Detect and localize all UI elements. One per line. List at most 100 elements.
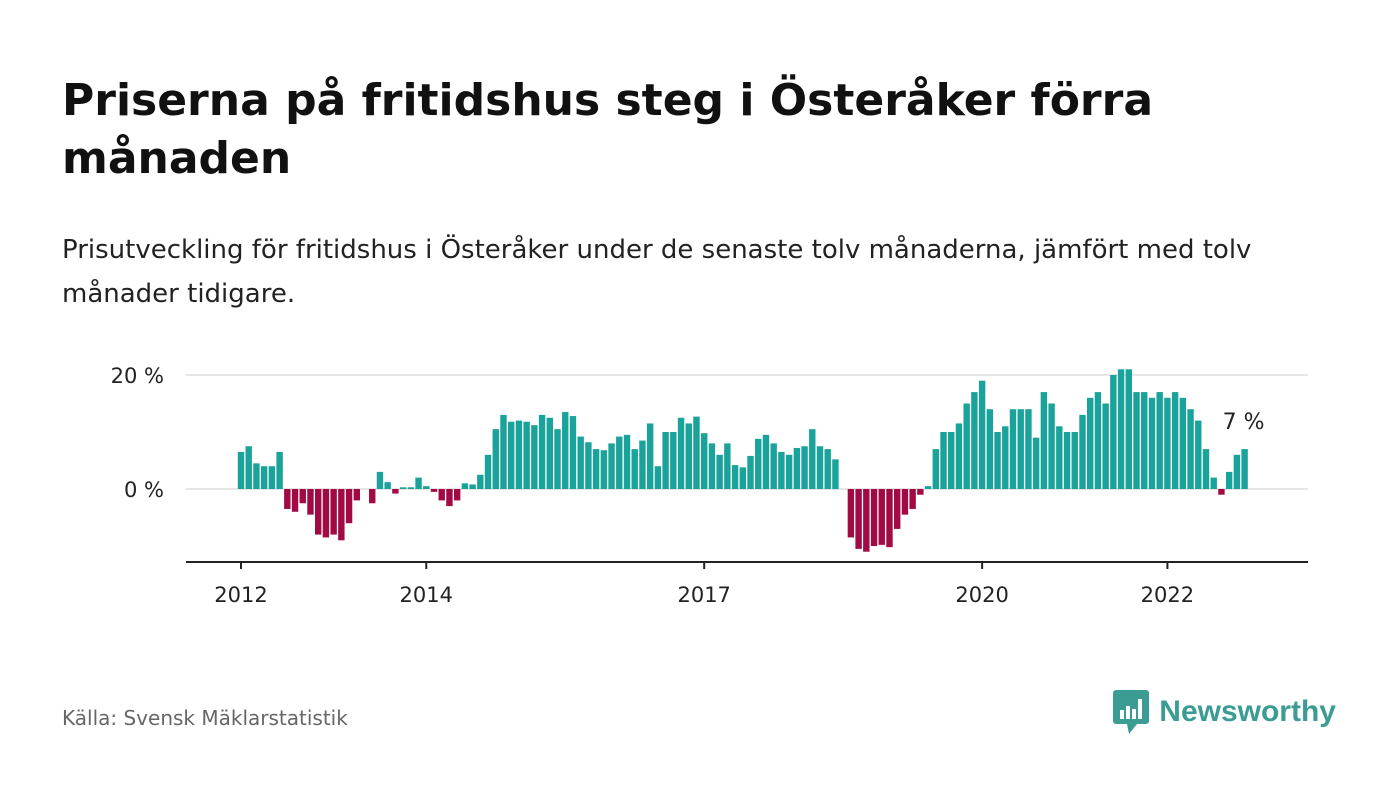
- brand-logo: Newsworthy: [1113, 690, 1336, 734]
- bar: [1087, 397, 1094, 489]
- x-tick-label: 2017: [677, 583, 730, 607]
- bar: [623, 434, 631, 489]
- y-tick-label: 0 %: [124, 478, 164, 502]
- bar: [376, 471, 384, 489]
- bar: [693, 416, 700, 489]
- bar: [554, 429, 561, 489]
- x-tick-label: 2014: [400, 583, 453, 607]
- bar: [662, 432, 669, 489]
- bar: [654, 466, 662, 489]
- bar: [585, 442, 592, 489]
- bar: [801, 446, 808, 489]
- bar: [824, 449, 831, 489]
- bar: [863, 489, 870, 552]
- bar: [886, 489, 893, 548]
- axes: [186, 561, 1308, 569]
- newsworthy-logo-icon: [1113, 690, 1150, 734]
- bar: [778, 451, 785, 489]
- bar: [461, 483, 469, 489]
- bar: [1241, 449, 1248, 489]
- bar: [677, 417, 685, 489]
- bar: [1225, 471, 1233, 489]
- bar: [948, 432, 955, 489]
- bar: [353, 489, 360, 501]
- bar: [500, 414, 507, 489]
- bar: [940, 432, 947, 489]
- bar: [562, 412, 569, 489]
- brand-name: Newsworthy: [1159, 695, 1336, 728]
- bar: [1141, 392, 1148, 489]
- bar: [708, 443, 716, 489]
- bar: [1063, 432, 1071, 489]
- bar: [832, 459, 839, 489]
- bar: [1079, 414, 1086, 489]
- bar: [276, 451, 283, 489]
- bar: [670, 432, 677, 489]
- bar: [284, 489, 291, 509]
- bar: [1233, 454, 1241, 489]
- bar: [515, 420, 523, 489]
- bar: [453, 489, 461, 501]
- bar: [268, 466, 276, 489]
- bar: [1187, 409, 1194, 489]
- bar: [253, 463, 260, 489]
- bar: [901, 489, 909, 515]
- bar: [291, 489, 299, 512]
- bar: [870, 489, 878, 546]
- bar: [986, 409, 994, 489]
- bar: [338, 489, 345, 541]
- bar: [955, 423, 963, 489]
- bar: [1110, 375, 1117, 489]
- bar: [415, 477, 422, 489]
- bar: [1094, 392, 1102, 489]
- bar: [631, 449, 638, 489]
- bar: [1202, 449, 1210, 489]
- bar-chart: 20 % 0 % 2012 2014 2017 2020 2022 7 %: [111, 364, 1308, 607]
- bar: [546, 417, 553, 489]
- bar: [523, 421, 530, 489]
- bar: [384, 482, 391, 489]
- bar: [577, 436, 584, 489]
- y-tick-label: 20 %: [111, 364, 164, 388]
- bar: [616, 436, 623, 489]
- bar: [1171, 392, 1179, 489]
- bar: [399, 487, 407, 489]
- bars: [237, 369, 1248, 552]
- bar: [1048, 403, 1055, 489]
- bar: [747, 455, 754, 489]
- x-tick-label: 2020: [955, 583, 1008, 607]
- bar: [299, 489, 306, 504]
- bar: [260, 466, 268, 489]
- bar: [592, 449, 600, 489]
- bar: [932, 449, 939, 489]
- bar: [469, 484, 476, 489]
- bar: [477, 474, 484, 489]
- bar: [1210, 477, 1217, 489]
- bar: [816, 446, 824, 489]
- tick-labels: 20 % 0 % 2012 2014 2017 2020 2022 7 %: [111, 364, 1265, 607]
- bar: [600, 450, 608, 489]
- bar: [1179, 397, 1187, 489]
- bar: [438, 489, 445, 501]
- bar: [484, 454, 492, 489]
- bar: [731, 465, 739, 489]
- bar: [909, 489, 916, 509]
- bar: [847, 489, 855, 538]
- bar: [685, 423, 692, 489]
- bar: [569, 416, 577, 489]
- bar: [1102, 403, 1109, 489]
- bar: [315, 489, 322, 535]
- bar: [531, 425, 538, 489]
- bar: [1071, 432, 1078, 489]
- bar: [492, 429, 499, 489]
- bar: [878, 489, 885, 545]
- x-tick-label: 2012: [214, 583, 267, 607]
- bar: [724, 443, 731, 489]
- bar: [538, 414, 546, 489]
- bar: [1164, 397, 1171, 489]
- chart-subtitle: Prisutveckling för fritidshus i Österåke…: [62, 235, 1252, 309]
- bar: [446, 489, 453, 507]
- source-note: Källa: Svensk Mäklarstatistik: [62, 706, 348, 730]
- bar: [1032, 437, 1040, 489]
- bar: [1125, 369, 1132, 489]
